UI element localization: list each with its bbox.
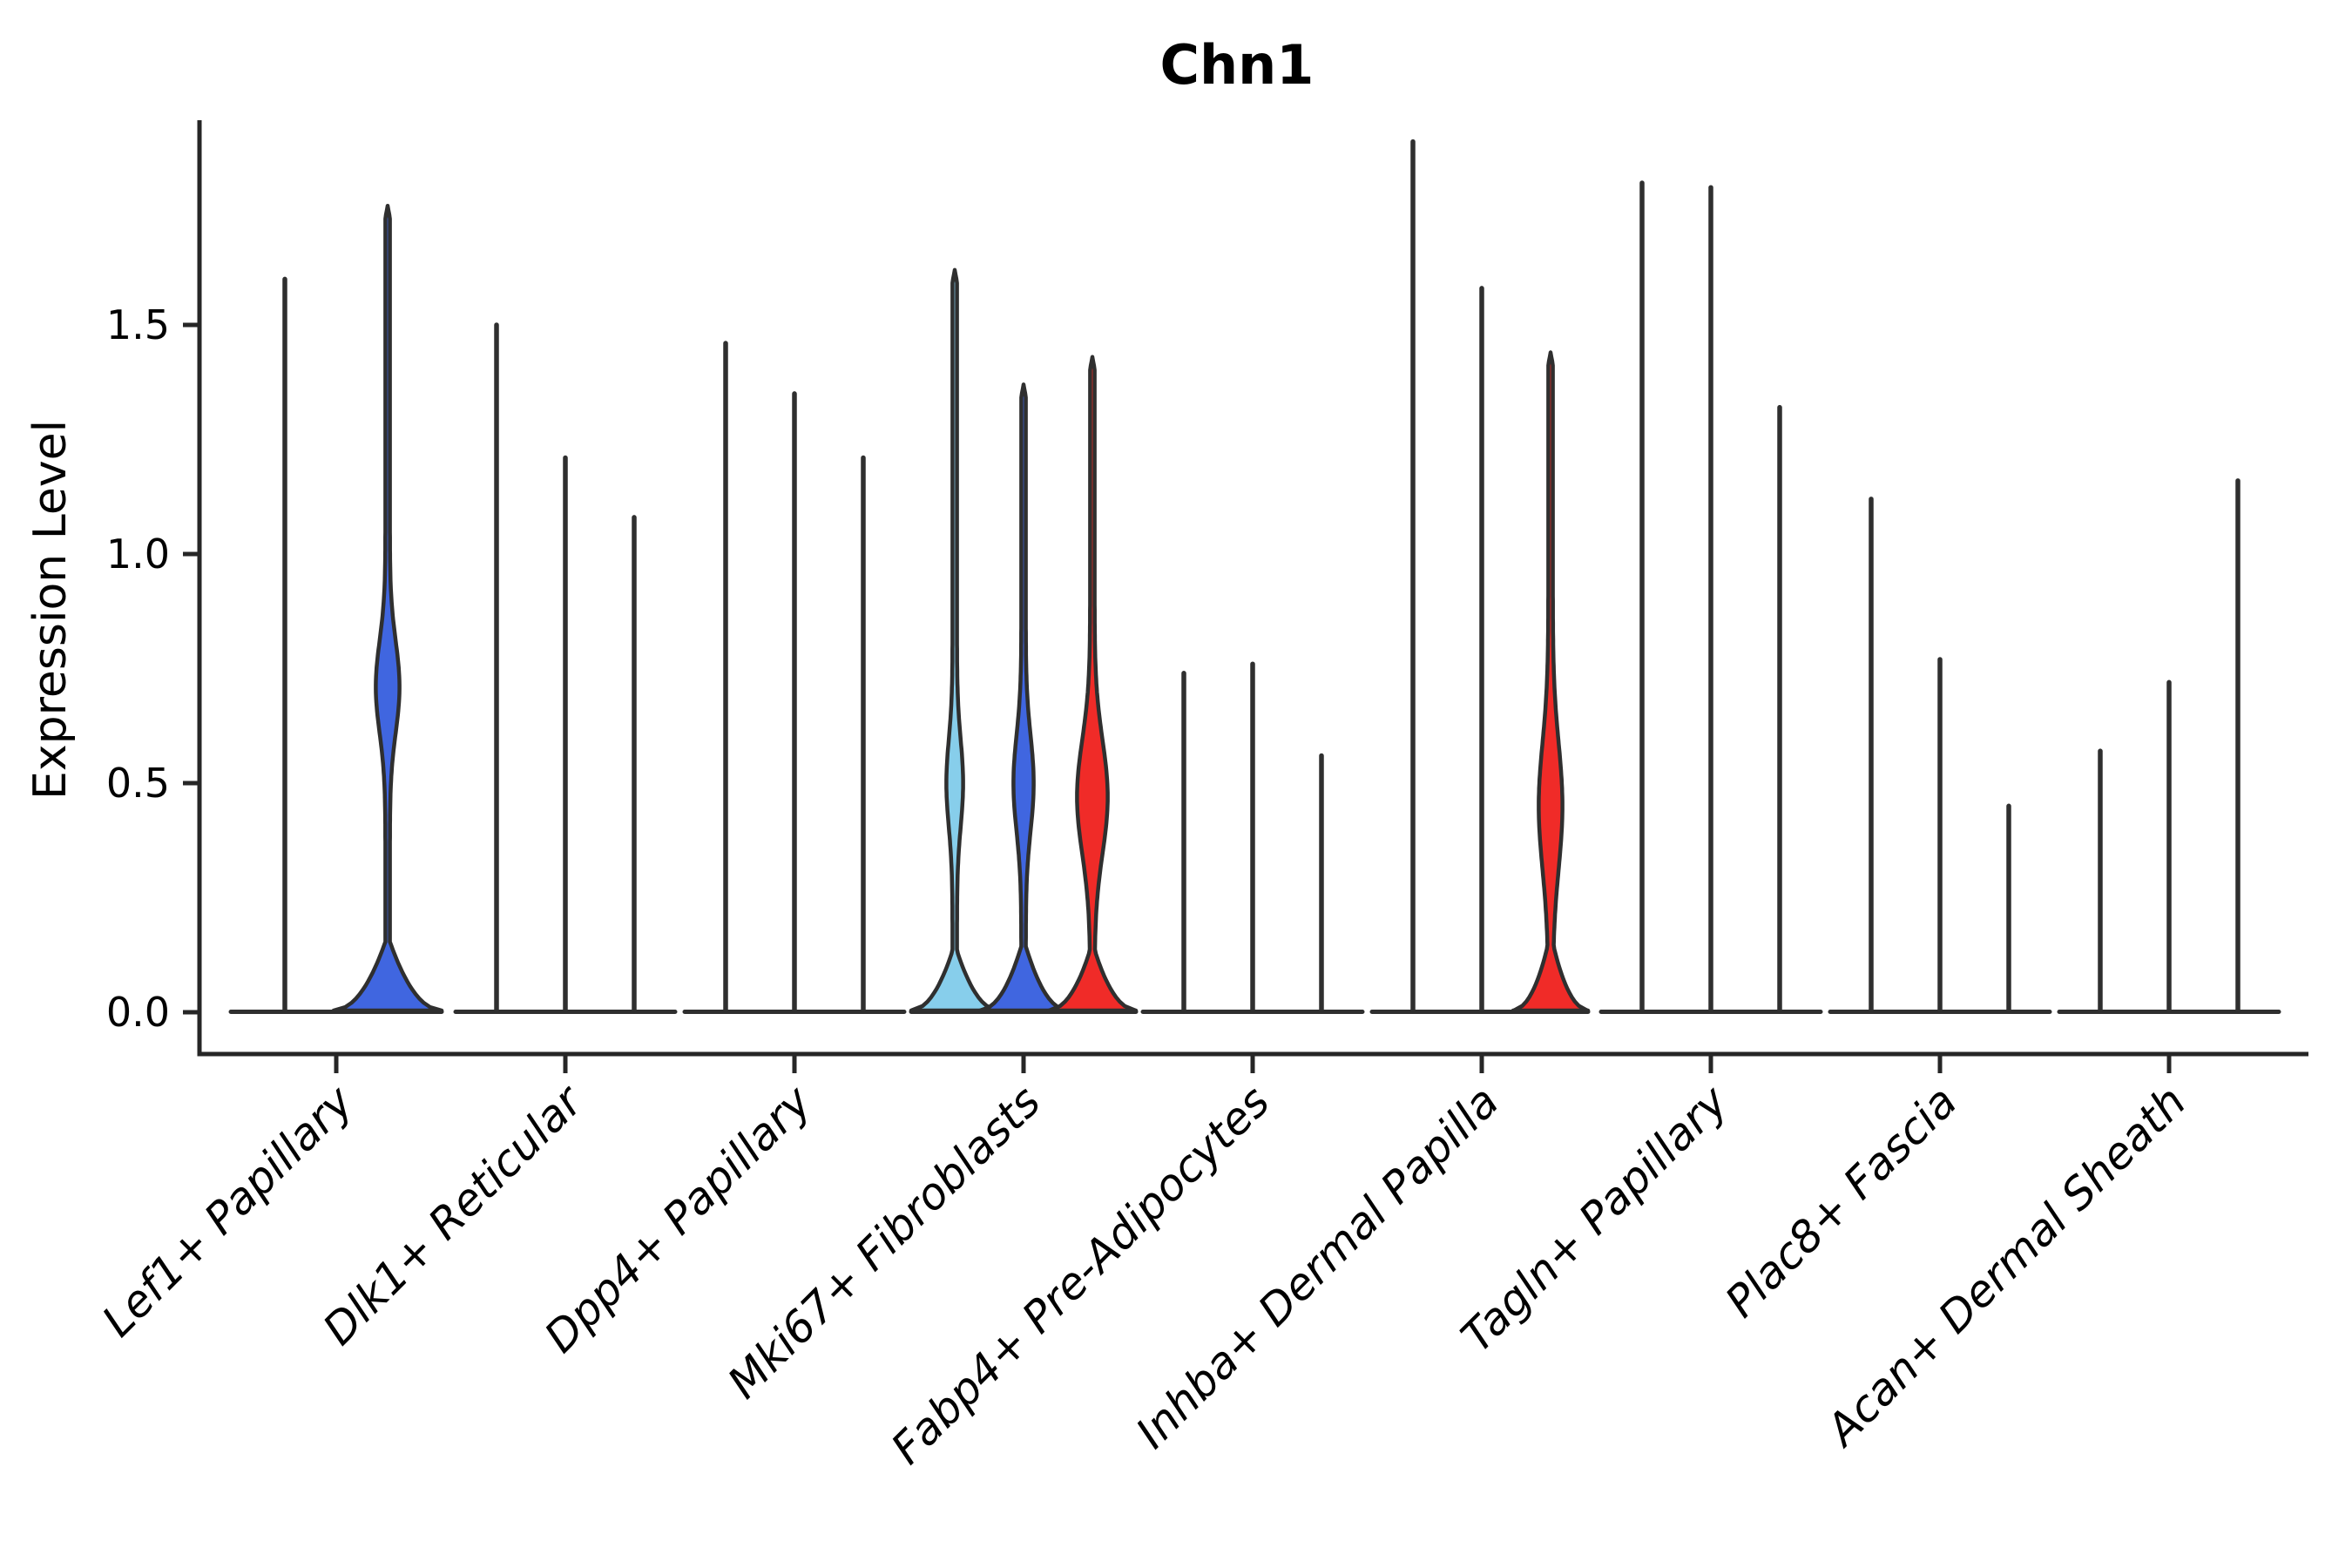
violin-filled bbox=[977, 382, 1070, 1013]
y-tick-label: 0.0 bbox=[106, 989, 170, 1036]
violin-filled bbox=[909, 267, 1001, 1013]
violin-filled bbox=[331, 203, 444, 1013]
chart-title: Chn1 bbox=[1160, 33, 1315, 97]
x-tick-label: Plac8+ Fascia bbox=[1716, 1076, 1967, 1327]
y-axis-label: Expression Level bbox=[24, 420, 77, 800]
y-tick-label: 1.0 bbox=[106, 531, 170, 578]
x-tick-label: Inhba+ Dermal Papilla bbox=[1126, 1076, 1508, 1457]
violin-filled bbox=[1511, 350, 1591, 1013]
y-tick-label: 0.5 bbox=[106, 760, 170, 807]
x-tick-label: Acan+ Dermal Sheath bbox=[1815, 1076, 2196, 1456]
y-tick-label: 1.5 bbox=[106, 301, 170, 348]
violin-filled bbox=[1046, 355, 1139, 1013]
x-tick-label: Lef1+ Papillary bbox=[92, 1075, 363, 1346]
x-tick-label: Fabp4+ Pre-Adipocytes bbox=[882, 1076, 1280, 1474]
